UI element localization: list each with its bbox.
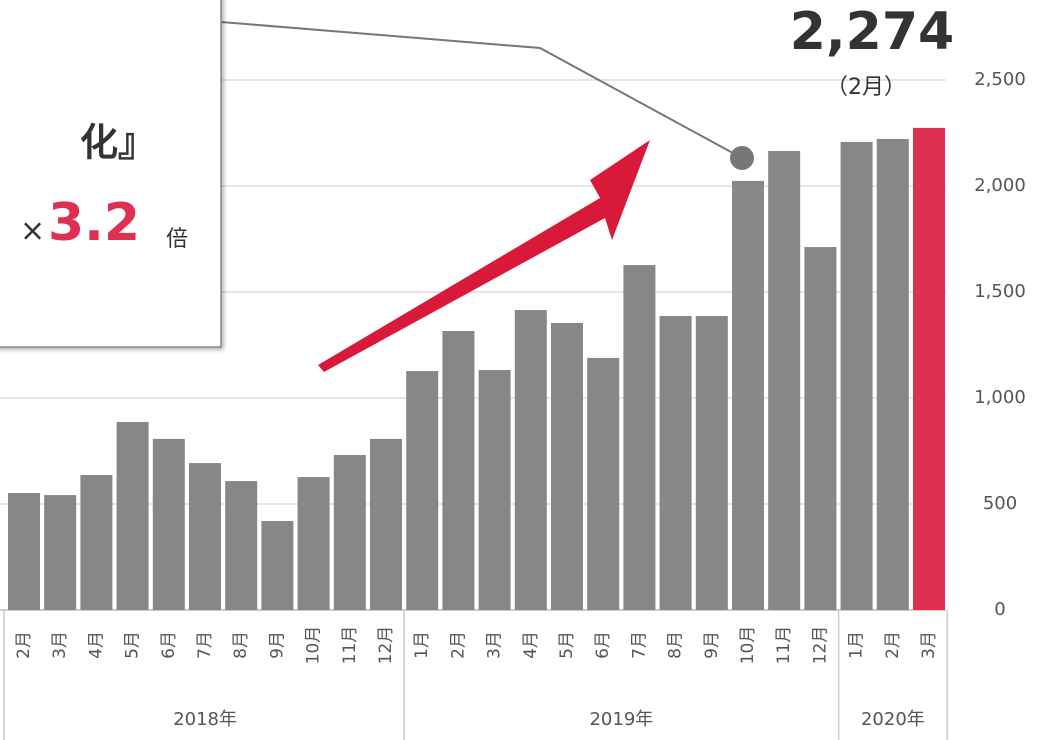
bar (478, 370, 511, 610)
y-tick-label: 2,000 (974, 175, 1026, 196)
bar (189, 463, 221, 610)
bar (8, 492, 40, 610)
bar (152, 438, 185, 610)
x-tick-label: 12月 (376, 626, 396, 665)
bar (370, 438, 402, 610)
trend-arrow (318, 140, 650, 372)
bar (840, 141, 873, 611)
x-tick-label: 11月 (340, 626, 360, 665)
x-tick-label: 8月 (666, 631, 686, 659)
x-tick-label: 3月 (485, 631, 505, 659)
x-tick-label: 1月 (847, 631, 867, 659)
y-tick-label: 0 (994, 599, 1005, 620)
group-label: 2019年 (589, 709, 653, 730)
bar (225, 481, 258, 610)
x-tick-label: 10月 (304, 626, 324, 665)
bar (695, 315, 728, 610)
text-box (0, 0, 222, 348)
x-tick-label: 5月 (123, 631, 143, 659)
x-tick-label: 9月 (267, 631, 287, 659)
x-tick-label: 7月 (629, 631, 649, 659)
bar (442, 331, 475, 610)
bar (587, 357, 620, 610)
bar (514, 310, 547, 610)
bar (297, 477, 330, 610)
y-tick-label: 2,500 (974, 69, 1026, 90)
bar (116, 421, 149, 610)
x-tick-label: 4月 (521, 631, 541, 659)
bar (406, 371, 439, 610)
group-label: 2018年 (173, 709, 237, 730)
bar (80, 474, 113, 610)
bar (333, 455, 366, 610)
x-tick-label: 8月 (231, 631, 251, 659)
bar (804, 247, 837, 610)
group-label: 2020年 (861, 709, 925, 730)
bar (261, 520, 294, 610)
x-tick-label: 7月 (195, 631, 215, 659)
y-tick-label: 1,500 (974, 281, 1026, 302)
x-tick-label: 5月 (557, 631, 577, 659)
bar (768, 151, 801, 610)
y-tick-label: 500 (983, 493, 1017, 514)
x-tick-label: 3月 (919, 631, 939, 659)
bar (732, 180, 764, 611)
x-tick-label: 4月 (86, 631, 106, 659)
x-tick-label: 3月 (50, 631, 70, 659)
box-times: × (20, 214, 45, 249)
box-text: 化』 (80, 121, 156, 165)
x-tick-label: 10月 (738, 626, 758, 665)
bar (913, 127, 945, 611)
bar (44, 495, 77, 610)
bar (876, 138, 909, 610)
box-unit: 倍 (166, 227, 188, 252)
x-tick-label: 9月 (702, 631, 722, 659)
y-tick-label: 1,000 (974, 387, 1026, 408)
callout-note: （2月） (826, 75, 906, 100)
x-tick-label: 11月 (774, 626, 794, 665)
box-factor: 3.2 (48, 193, 140, 253)
bar (623, 265, 656, 610)
x-tick-label: 2月 (14, 631, 34, 659)
x-tick-label: 6月 (593, 631, 613, 659)
x-tick-label: 12月 (810, 626, 830, 665)
callout-line (220, 21, 743, 159)
x-tick-label: 2月 (883, 631, 903, 659)
bar (551, 322, 583, 610)
bar (659, 315, 692, 610)
callout-dot (730, 146, 754, 170)
x-tick-label: 2月 (448, 631, 468, 659)
x-tick-label: 6月 (159, 631, 179, 659)
x-tick-label: 1月 (412, 631, 432, 659)
callout-value: 2,274 (790, 2, 954, 62)
